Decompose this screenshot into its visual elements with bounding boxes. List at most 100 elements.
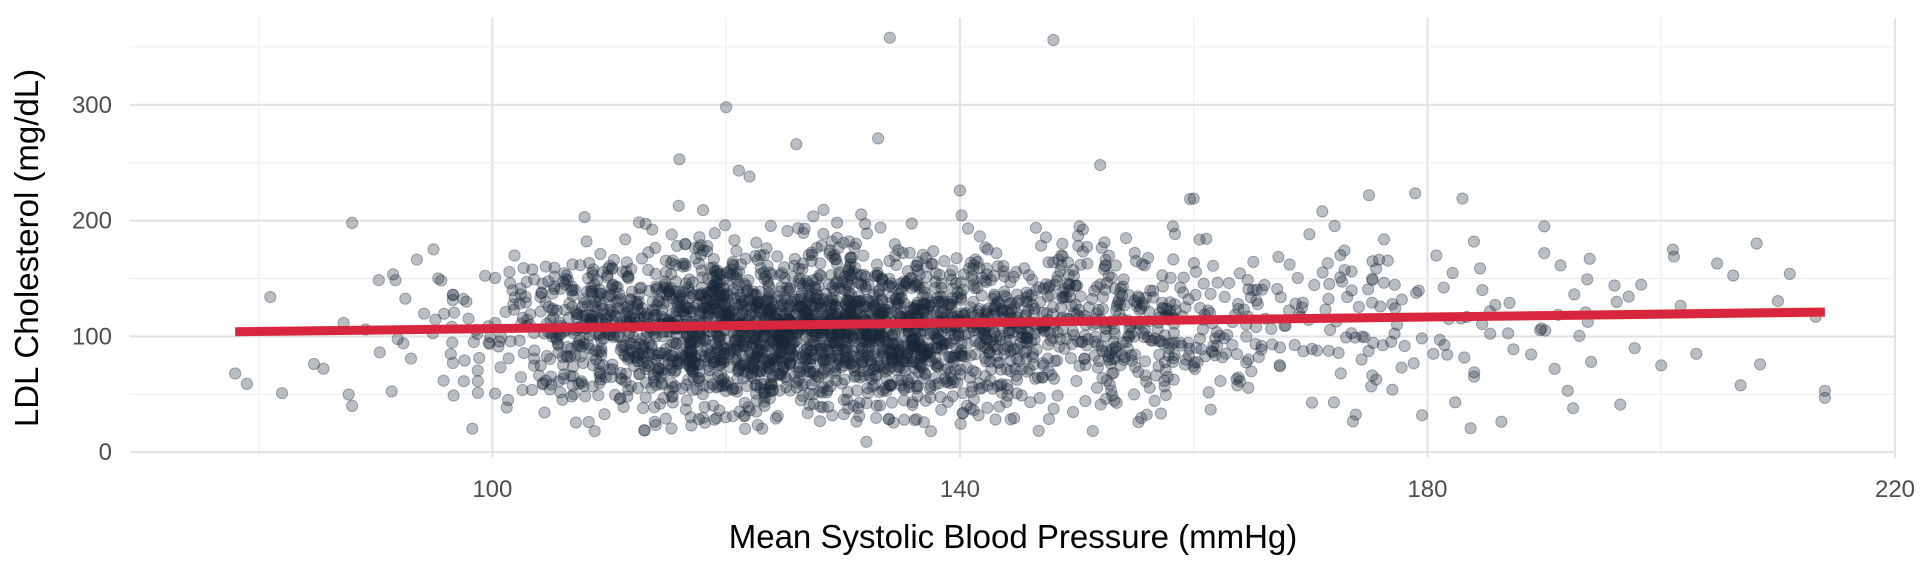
data-point xyxy=(1250,283,1263,296)
data-point xyxy=(1355,353,1368,366)
data-point xyxy=(825,350,839,363)
data-point xyxy=(1247,255,1260,268)
data-point xyxy=(794,351,807,365)
data-point xyxy=(872,284,886,297)
data-point xyxy=(810,292,823,305)
data-point xyxy=(736,349,749,362)
data-point xyxy=(462,312,475,325)
data-point xyxy=(1223,277,1236,290)
data-point xyxy=(897,361,910,375)
data-point xyxy=(1583,252,1596,265)
data-point xyxy=(593,283,606,296)
data-point xyxy=(548,282,561,296)
data-point xyxy=(1573,329,1586,342)
data-point xyxy=(762,305,775,318)
data-point xyxy=(859,333,872,346)
data-point xyxy=(346,399,359,412)
data-point xyxy=(524,308,537,321)
data-point xyxy=(1495,415,1508,428)
data-point xyxy=(1210,339,1224,352)
data-point xyxy=(832,281,845,294)
data-point xyxy=(1117,273,1130,286)
data-point xyxy=(558,278,572,291)
data-point xyxy=(538,406,551,419)
data-point xyxy=(760,294,774,307)
data-point xyxy=(1086,425,1099,438)
data-point xyxy=(856,294,869,307)
data-point xyxy=(879,335,892,348)
data-point xyxy=(1288,338,1301,352)
data-point xyxy=(1153,348,1166,361)
data-point xyxy=(1001,383,1014,396)
data-point xyxy=(708,227,721,240)
data-point xyxy=(990,349,1003,362)
data-point xyxy=(686,276,699,289)
data-point xyxy=(761,306,774,319)
data-point xyxy=(824,380,837,393)
data-point xyxy=(1102,269,1115,282)
data-point xyxy=(906,332,919,345)
data-point xyxy=(603,303,616,316)
data-point xyxy=(598,408,611,421)
data-point xyxy=(385,385,398,398)
data-point xyxy=(646,223,659,236)
data-point xyxy=(1149,369,1163,382)
data-point xyxy=(1067,405,1080,419)
data-point xyxy=(1376,339,1389,352)
data-point xyxy=(814,269,828,282)
y-tick-label: 200 xyxy=(72,208,112,235)
data-point xyxy=(597,332,610,345)
data-point xyxy=(1210,326,1223,339)
data-point xyxy=(738,277,751,291)
data-point xyxy=(1503,296,1516,309)
data-point xyxy=(831,301,844,314)
data-point xyxy=(726,256,739,269)
data-point xyxy=(566,258,579,271)
data-point xyxy=(769,354,782,367)
data-point xyxy=(1116,336,1129,349)
data-point xyxy=(843,295,856,308)
data-point xyxy=(809,339,822,352)
data-point xyxy=(757,249,771,262)
data-point xyxy=(781,224,794,238)
data-point xyxy=(660,288,673,302)
data-point xyxy=(830,294,843,307)
data-point xyxy=(811,343,824,356)
data-point xyxy=(751,346,765,359)
data-point xyxy=(566,379,579,392)
data-point xyxy=(742,361,755,374)
data-point xyxy=(698,333,711,346)
data-point xyxy=(665,377,678,390)
data-point xyxy=(594,247,607,261)
data-point xyxy=(1666,243,1680,256)
data-point xyxy=(1446,266,1459,280)
data-point xyxy=(857,249,870,262)
data-point xyxy=(596,302,609,315)
data-point xyxy=(1023,363,1036,376)
data-point xyxy=(1308,278,1321,292)
data-point xyxy=(619,367,633,380)
data-point xyxy=(966,307,979,320)
data-point xyxy=(993,400,1006,413)
data-point xyxy=(969,348,982,361)
data-point xyxy=(603,288,616,302)
data-point xyxy=(804,352,817,365)
data-point xyxy=(892,244,905,257)
data-point xyxy=(816,353,829,366)
data-point xyxy=(815,345,828,358)
data-point xyxy=(950,252,963,265)
data-point xyxy=(883,254,896,268)
data-point xyxy=(697,204,710,217)
data-point xyxy=(884,346,897,359)
data-point xyxy=(617,400,630,413)
data-point xyxy=(853,328,866,341)
data-point xyxy=(560,273,573,286)
data-point xyxy=(979,351,992,365)
data-point xyxy=(708,413,721,426)
data-point xyxy=(717,356,730,369)
data-point xyxy=(1004,413,1017,426)
data-point xyxy=(743,308,756,321)
data-point xyxy=(905,340,919,353)
data-point xyxy=(692,357,705,370)
data-point xyxy=(624,380,638,393)
